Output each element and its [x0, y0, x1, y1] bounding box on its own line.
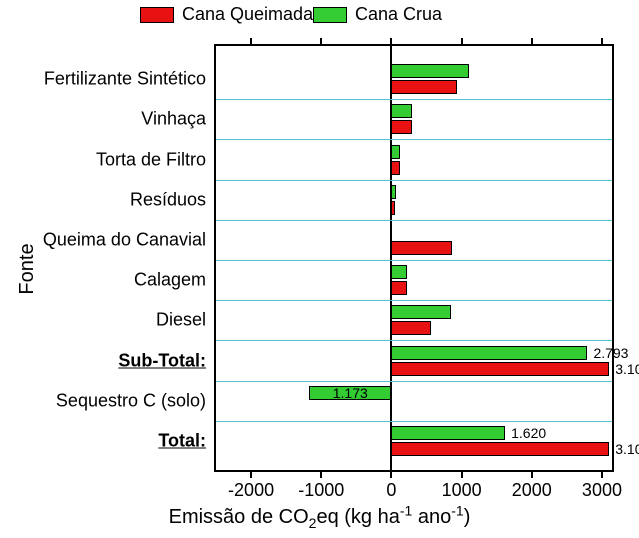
x-tick-label: -1000: [298, 470, 344, 501]
value-label-subtot-crua: 2.793: [593, 345, 628, 361]
x-axis-title: Emissão de CO2eq (kg ha-1 ano-1): [0, 506, 639, 529]
bar-diesel-queimada: [391, 321, 430, 335]
bar-total-queimada: [391, 442, 609, 456]
legend-label-queimada: Cana Queimada: [182, 4, 313, 25]
bar-residuos-queimada: [391, 201, 394, 215]
legend-label-crua: Cana Crua: [355, 4, 442, 25]
bar-diesel-crua: [391, 305, 451, 319]
row-gridline: [216, 340, 612, 341]
legend-item-crua: Cana Crua: [313, 4, 442, 25]
y-label-seq: Sequestro C (solo): [56, 390, 216, 411]
y-label-total: Total:: [158, 430, 216, 451]
x-tick-top: [531, 38, 533, 46]
legend-swatch-queimada: [140, 7, 174, 23]
value-label-subtot-queimada: 3.104: [615, 361, 639, 377]
y-label-diesel: Diesel: [156, 310, 216, 331]
bar-fert-queimada: [391, 80, 456, 94]
bar-torta-queimada: [391, 161, 399, 175]
bar-subtot-queimada: [391, 362, 609, 376]
y-label-torta: Torta de Filtro: [96, 149, 216, 170]
x-tick-top: [601, 38, 603, 46]
x-tick-top: [461, 38, 463, 46]
y-label-residuos: Resíduos: [130, 189, 216, 210]
y-label-vinhaca: Vinhaça: [141, 109, 216, 130]
row-gridline: [216, 99, 612, 100]
y-label-calagem: Calagem: [134, 270, 216, 291]
x-tick-top: [250, 38, 252, 46]
row-gridline: [216, 220, 612, 221]
x-tick-top: [320, 38, 322, 46]
legend-item-queimada: Cana Queimada: [140, 4, 313, 25]
x-tick-label: 3000: [582, 470, 622, 501]
bar-total-crua: [391, 426, 505, 440]
value-label-total-queimada: 3.104: [615, 441, 639, 457]
row-gridline: [216, 260, 612, 261]
y-label-fert: Fertilizante Sintético: [44, 69, 216, 90]
row-gridline: [216, 180, 612, 181]
x-tick-label: -2000: [228, 470, 274, 501]
bar-queima-queimada: [391, 241, 451, 255]
row-gridline: [216, 421, 612, 422]
bar-vinhaca-queimada: [391, 120, 412, 134]
bar-fert-crua: [391, 64, 468, 78]
x-tick-label: 2000: [512, 470, 552, 501]
bar-calagem-crua: [391, 265, 406, 279]
bar-vinhaca-crua: [391, 104, 412, 118]
y-label-queima: Queima do Canavial: [43, 229, 216, 250]
x-tick-label: 1000: [442, 470, 482, 501]
plot-area: -2000-10000100020003000Fertilizante Sint…: [214, 44, 614, 472]
x-tick-label: 0: [386, 470, 396, 501]
row-gridline: [216, 300, 612, 301]
bar-subtot-crua: [391, 346, 587, 360]
legend-swatch-crua: [313, 7, 347, 23]
value-label-seq-crua: 1.173: [333, 385, 368, 401]
y-label-subtot: Sub-Total:: [118, 350, 216, 371]
bar-residuos-crua: [391, 185, 395, 199]
x-tick-top: [390, 38, 392, 46]
bar-torta-crua: [391, 145, 399, 159]
bar-calagem-queimada: [391, 281, 406, 295]
row-gridline: [216, 381, 612, 382]
row-gridline: [216, 139, 612, 140]
value-label-total-crua: 1.620: [511, 425, 546, 441]
y-axis-title: Fonte: [16, 243, 39, 294]
